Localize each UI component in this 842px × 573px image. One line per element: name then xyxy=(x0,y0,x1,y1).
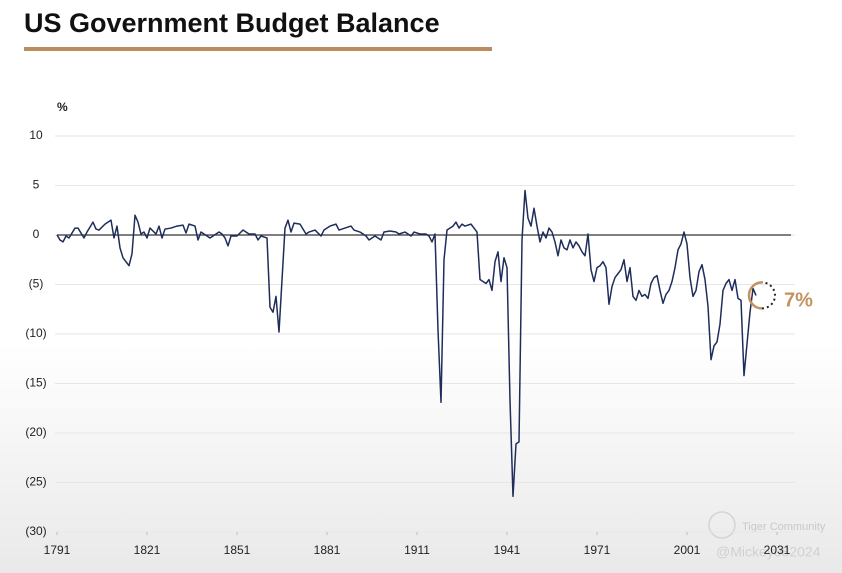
y-tick-label: 0 xyxy=(33,227,40,241)
y-tick-label: (15) xyxy=(25,376,46,390)
chart-title: US Government Budget Balance xyxy=(24,8,440,38)
watermark-logo xyxy=(708,511,736,539)
x-tick-label: 1971 xyxy=(584,543,611,557)
y-tick-label: 10 xyxy=(29,128,43,142)
watermark: Tiger Community xyxy=(742,521,826,533)
x-tick-label: 1911 xyxy=(404,543,430,557)
x-tick-label: 1851 xyxy=(224,543,251,557)
y-tick-label: (10) xyxy=(25,326,46,340)
data-line xyxy=(56,189,757,498)
y-tick-label: (20) xyxy=(25,425,46,439)
y-tick-label: (5) xyxy=(29,277,44,291)
annotation: 7% xyxy=(784,289,813,311)
y-axis-label: % xyxy=(57,100,68,114)
y-tick-label: (30) xyxy=(25,524,46,538)
x-tick-label: 1941 xyxy=(494,543,521,557)
y-tick-label: (25) xyxy=(25,475,46,489)
annotation-ring xyxy=(761,281,776,310)
x-tick-label: 2031 xyxy=(764,543,791,557)
x-tick-label: 2001 xyxy=(674,543,701,557)
watermark: @Mickey082024 xyxy=(716,544,821,560)
annotation-ring xyxy=(747,281,763,310)
title-underline xyxy=(24,47,492,51)
x-tick-label: 1821 xyxy=(134,543,161,557)
x-tick-label: 1791 xyxy=(44,543,71,557)
y-tick-label: 5 xyxy=(33,178,40,192)
x-tick-label: 1881 xyxy=(314,543,341,557)
